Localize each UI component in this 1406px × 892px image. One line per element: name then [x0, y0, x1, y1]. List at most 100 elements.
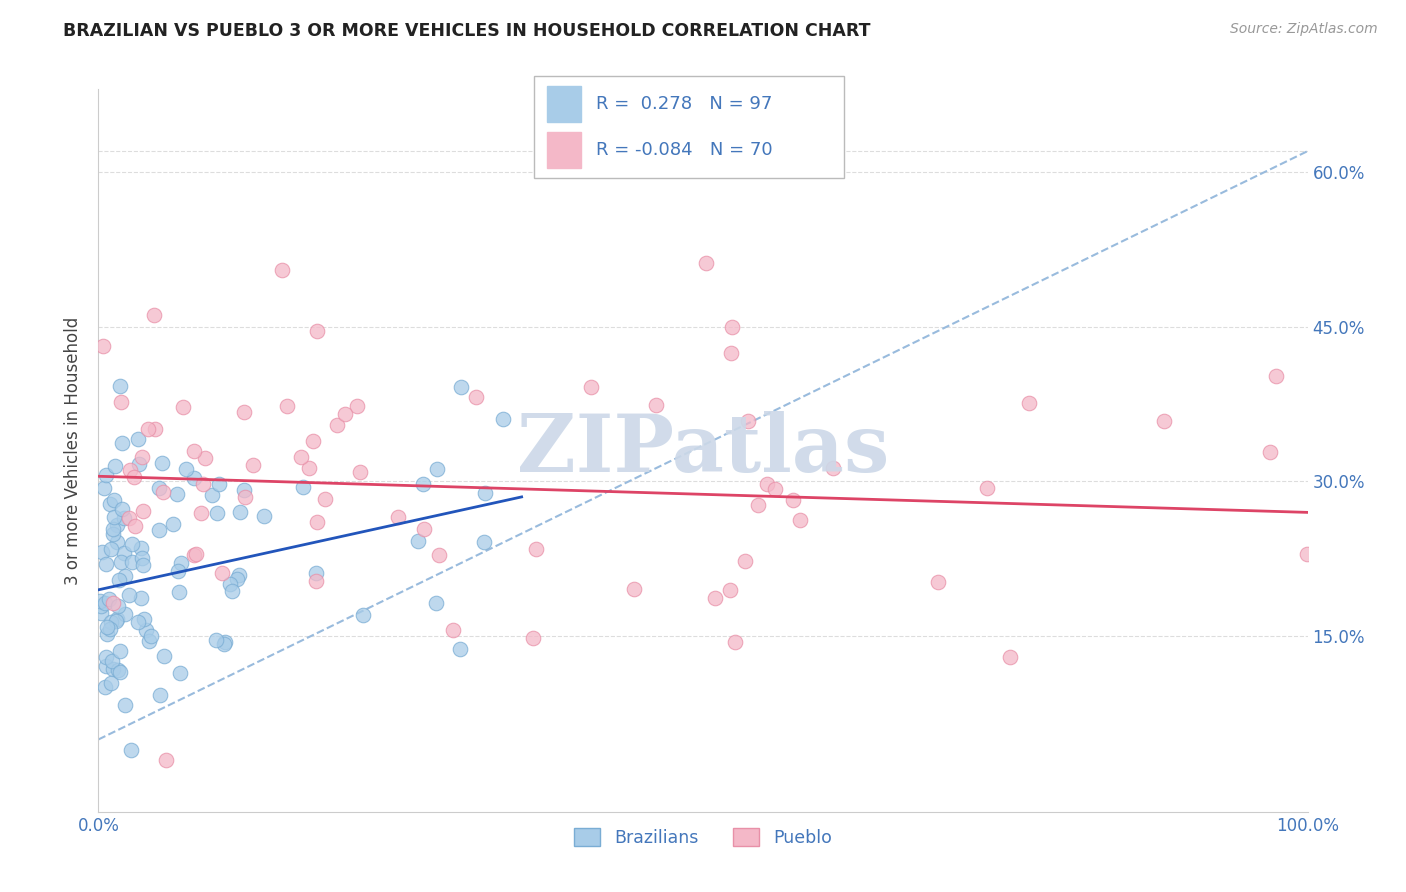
Point — [128, 458, 150, 472]
Point — [205, 506, 228, 520]
Point — [108, 665, 131, 680]
Point — [172, 400, 194, 414]
Point — [232, 483, 254, 497]
Point — [734, 554, 756, 568]
Point — [703, 591, 725, 605]
Point — [229, 505, 252, 519]
Bar — [547, 132, 581, 168]
Point — [122, 470, 145, 484]
Point — [645, 398, 668, 412]
Point — [219, 577, 242, 591]
Point — [127, 615, 149, 629]
Point — [110, 644, 132, 658]
Point — [242, 458, 264, 473]
Point — [522, 631, 544, 645]
Point — [205, 633, 228, 648]
Point — [1018, 396, 1040, 410]
Point — [112, 511, 135, 525]
Point — [96, 558, 118, 572]
Point — [96, 619, 118, 633]
Point — [103, 509, 125, 524]
Point — [100, 676, 122, 690]
Point — [153, 648, 176, 663]
Point — [93, 482, 115, 496]
Point — [474, 485, 496, 500]
Point — [524, 541, 547, 556]
Point — [789, 513, 811, 527]
Point — [110, 378, 132, 392]
Point — [346, 399, 368, 413]
Point — [131, 450, 153, 464]
Point — [349, 465, 371, 479]
Point — [721, 320, 744, 334]
Point — [167, 584, 190, 599]
Point — [214, 634, 236, 648]
Point — [225, 572, 247, 586]
Point — [333, 407, 356, 421]
Point — [233, 491, 256, 505]
Point — [271, 263, 294, 277]
Point — [107, 599, 129, 613]
Point — [211, 566, 233, 580]
Point — [100, 542, 122, 557]
Point — [94, 468, 117, 483]
Point — [464, 390, 486, 404]
Point — [166, 487, 188, 501]
Bar — [547, 87, 581, 122]
Point — [134, 612, 156, 626]
Point — [326, 417, 349, 432]
Point — [1153, 414, 1175, 428]
Point — [763, 483, 786, 497]
Y-axis label: 3 or more Vehicles in Household: 3 or more Vehicles in Household — [65, 317, 83, 584]
Point — [724, 635, 747, 649]
Point — [98, 622, 121, 636]
Point — [155, 753, 177, 767]
Point — [105, 535, 128, 549]
Point — [190, 506, 212, 520]
Point — [94, 649, 117, 664]
Point — [94, 596, 117, 610]
Point — [290, 450, 312, 465]
Point — [121, 555, 143, 569]
Point — [228, 567, 250, 582]
Point — [387, 510, 409, 524]
Point — [150, 456, 173, 470]
Point — [1258, 445, 1281, 459]
Point — [103, 522, 125, 536]
Point — [96, 627, 118, 641]
Point — [276, 399, 298, 413]
Point — [131, 550, 153, 565]
Point — [110, 555, 132, 569]
Point — [976, 481, 998, 495]
Point — [737, 413, 759, 427]
Point — [104, 615, 127, 629]
Point — [174, 462, 197, 476]
Point — [129, 591, 152, 605]
Point — [121, 536, 143, 550]
Point — [101, 654, 124, 668]
Legend: Brazilians, Pueblo: Brazilians, Pueblo — [567, 821, 839, 854]
Point — [756, 477, 779, 491]
Point — [623, 582, 645, 596]
Point — [307, 324, 329, 338]
Point — [413, 522, 436, 536]
Point — [152, 485, 174, 500]
Point — [208, 476, 231, 491]
Point — [450, 380, 472, 394]
Point — [1296, 548, 1319, 562]
Point — [408, 533, 430, 548]
Point — [307, 516, 329, 530]
Point — [107, 663, 129, 677]
Point — [94, 680, 117, 694]
Point — [127, 432, 149, 446]
Point — [138, 633, 160, 648]
Point — [89, 594, 111, 608]
Point — [120, 743, 142, 757]
Point — [291, 480, 314, 494]
Point — [427, 549, 450, 563]
Point — [90, 606, 112, 620]
Point — [253, 509, 276, 524]
Point — [107, 573, 129, 587]
Point — [118, 588, 141, 602]
Point — [94, 659, 117, 673]
